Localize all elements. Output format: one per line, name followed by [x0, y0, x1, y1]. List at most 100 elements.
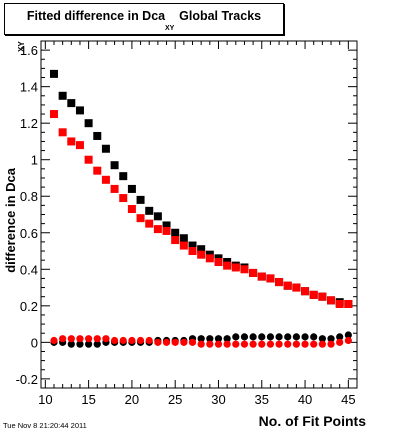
- data-point-square: [162, 226, 171, 235]
- data-point-circle: [266, 333, 275, 341]
- y-tick-label: 0.6: [20, 226, 38, 241]
- data-point-square: [171, 228, 180, 237]
- data-point-circle: [344, 336, 352, 345]
- data-point-circle: [67, 340, 75, 348]
- data-point-circle: [76, 340, 84, 348]
- data-point-square: [58, 91, 67, 100]
- data-point-circle: [188, 338, 197, 346]
- data-point-circle: [310, 340, 318, 348]
- data-point-circle: [318, 335, 326, 343]
- data-point-circle: [85, 335, 93, 343]
- y-tick-label: 1: [31, 153, 38, 168]
- data-point-circle: [76, 335, 84, 343]
- data-point-circle: [258, 340, 266, 348]
- data-point-square: [49, 110, 58, 119]
- chart-title-box: Fitted difference in Dca Global Tracks XY: [4, 3, 284, 35]
- data-point-square: [266, 274, 275, 283]
- x-tick-label: 10: [38, 392, 52, 407]
- data-point-square: [110, 161, 119, 170]
- data-point-circle: [223, 335, 231, 343]
- data-point-circle: [145, 336, 153, 345]
- data-point-circle: [284, 340, 292, 348]
- x-tick-label: 25: [168, 392, 182, 407]
- data-point-square: [214, 257, 223, 266]
- data-point-square: [127, 184, 136, 193]
- data-point-square: [335, 299, 344, 308]
- data-point-square: [240, 265, 249, 274]
- data-point-square: [171, 236, 180, 245]
- y-tick-label: 1.6: [20, 43, 38, 58]
- y-tick-label: 0.8: [20, 189, 38, 204]
- y-tick-label: 0: [31, 335, 38, 350]
- data-point-square: [249, 268, 258, 277]
- data-point-circle: [102, 335, 110, 343]
- data-point-square: [75, 106, 84, 115]
- data-point-circle: [223, 340, 231, 348]
- data-point-circle: [301, 340, 309, 348]
- data-point-circle: [214, 335, 223, 343]
- data-point-square: [75, 141, 84, 150]
- data-point-circle: [85, 340, 93, 348]
- x-tick-label: 40: [298, 392, 312, 407]
- data-point-circle: [292, 333, 300, 341]
- data-point-square: [344, 299, 353, 308]
- data-point-circle: [310, 333, 318, 341]
- data-point-square: [101, 175, 110, 184]
- data-point-square: [309, 290, 318, 299]
- data-point-square: [136, 195, 145, 204]
- data-point-square: [188, 247, 197, 256]
- data-point-square: [275, 278, 284, 287]
- data-point-circle: [59, 335, 67, 343]
- y-tick-label: 1.2: [20, 116, 38, 131]
- chart-title-subscript: XY: [165, 25, 175, 32]
- data-point-square: [205, 254, 214, 263]
- chart-title-suffix: Global Tracks: [179, 9, 262, 23]
- data-point-circle: [284, 333, 292, 341]
- data-point-circle: [249, 340, 257, 348]
- data-point-circle: [180, 338, 188, 346]
- data-point-circle: [249, 333, 257, 341]
- data-point-square: [162, 221, 171, 230]
- data-point-square: [301, 287, 310, 296]
- data-point-square: [58, 128, 67, 137]
- data-point-square: [67, 137, 76, 146]
- data-point-circle: [240, 340, 249, 348]
- data-point-circle: [301, 333, 309, 341]
- data-point-square: [197, 245, 206, 254]
- y-axis-title: difference in Dca: [3, 167, 18, 273]
- data-point-circle: [93, 340, 101, 348]
- data-point-square: [231, 263, 240, 272]
- data-point-circle: [128, 336, 136, 345]
- data-point-circle: [327, 340, 335, 348]
- data-point-circle: [197, 335, 205, 343]
- data-point-circle: [136, 336, 145, 345]
- data-point-square: [119, 194, 128, 203]
- y-tick-label: 0.2: [20, 299, 38, 314]
- data-point-square: [257, 272, 266, 281]
- data-point-square: [292, 283, 301, 292]
- data-point-square: [179, 234, 188, 243]
- x-tick-label: 30: [211, 392, 225, 407]
- x-tick-label: 45: [341, 392, 355, 407]
- data-point-circle: [206, 340, 214, 348]
- data-point-square: [84, 155, 93, 164]
- data-point-circle: [67, 335, 75, 343]
- data-point-circle: [93, 335, 101, 343]
- data-point-square: [153, 225, 162, 234]
- data-point-circle: [232, 340, 240, 348]
- data-point-circle: [110, 336, 119, 345]
- x-tick-label: 35: [255, 392, 269, 407]
- y-tick-label: 0.4: [20, 262, 38, 277]
- data-point-square: [136, 214, 145, 223]
- data-point-circle: [232, 333, 240, 341]
- data-point-circle: [258, 333, 266, 341]
- y-tick-label: -0.2: [16, 372, 38, 387]
- data-point-circle: [292, 340, 300, 348]
- data-point-square: [110, 184, 119, 193]
- data-point-square: [84, 119, 93, 128]
- x-axis-title: No. of Fit Points: [259, 413, 367, 429]
- data-point-circle: [344, 331, 352, 339]
- data-point-square: [179, 241, 188, 250]
- data-point-circle: [336, 338, 344, 346]
